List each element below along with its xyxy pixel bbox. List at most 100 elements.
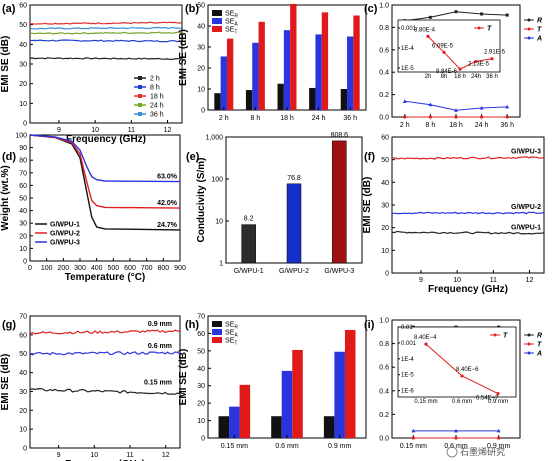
panel-h-legend-label: SER — [225, 322, 238, 331]
panel-i-point — [411, 428, 416, 433]
panel-e-xtick-label: G/WPU-2 — [279, 268, 309, 275]
panel-e-bar — [286, 183, 302, 264]
panel-a-xtick-label: 9 — [57, 127, 61, 134]
panel-c-inset-ytick-label: 1E-4 — [401, 46, 414, 52]
panel-i-legend-marker — [527, 351, 531, 355]
panel-h-xtick-label: 0.6 mm — [275, 443, 299, 450]
panel-a-ytick-label: 40 — [19, 42, 27, 49]
panel-c-legend-label: A — [536, 36, 542, 43]
panel-i-inset-point — [460, 374, 464, 378]
panel-i-inset-xtick-label: 0.6 mm — [452, 399, 472, 405]
panel-c-inset-xtick-label: 36 h — [486, 74, 498, 80]
panel-b-bar — [258, 21, 265, 110]
panel-i-inset-ytick-label: 1E-4 — [401, 357, 414, 363]
watermark-text: 石墨烯研究 — [460, 446, 505, 457]
panel-d-xtick-label: 200 — [57, 265, 69, 272]
panel-c-inset-xtick-label: 2h — [425, 74, 432, 80]
panel-b-xtick-label: 24 h — [312, 115, 326, 122]
panel-c-point — [505, 104, 510, 109]
panel-g-ytick-label: 70 — [19, 314, 27, 321]
panel-e-value-label: 8.2 — [244, 216, 254, 223]
panel-h-xtick-label: 0.9 mm — [328, 443, 352, 450]
panel-g-series-line — [29, 329, 181, 335]
panel-a-legend-label: 24 h — [150, 103, 164, 110]
panel-d-value-label: 24.7% — [157, 222, 178, 229]
panel-i-point — [454, 428, 458, 433]
panel-h-panel-label: (h) — [185, 319, 199, 331]
panel-c-inset-point — [426, 34, 430, 39]
panel-c-inset-value-label: 2.13E-5 — [468, 61, 490, 67]
panel-i-inset-value-label: 8.40E−4 — [414, 335, 437, 341]
panel-c-legend-label: R — [537, 18, 542, 25]
panel-c-point — [428, 115, 432, 119]
panel-c-inset-point — [474, 59, 478, 64]
panel-d-xtick-label: 800 — [157, 265, 169, 272]
panel-i-inset-xtick-label: 0.9 mm — [488, 399, 508, 405]
panel-d-xtick-label: 300 — [74, 265, 86, 272]
panel-b-bar — [226, 38, 234, 110]
panel-c-point — [428, 102, 433, 107]
panel-g-ytick-label: 40 — [19, 370, 27, 377]
panel-g-series-line — [29, 387, 181, 395]
panel-c-inset-legend-label: T — [487, 26, 492, 33]
panel-d-ytick-label: 90 — [19, 145, 27, 152]
panel-b-bar — [290, 3, 297, 111]
panel-e-panel-label: (e) — [186, 151, 200, 163]
panel-f-xtick-label: 11 — [490, 277, 497, 284]
panel-b-bar — [220, 56, 227, 110]
panel-g-series-label: 0.9 mm — [148, 321, 172, 328]
panel-c-legend-marker — [527, 18, 531, 22]
panel-d-xtick-label: 900 — [174, 265, 186, 272]
panel-g-xtick-label: 9 — [57, 452, 61, 459]
panel-b-bar — [315, 34, 322, 110]
panel-i-inset-value-label: 6.54E−7 — [476, 396, 499, 402]
panel-i-inset-legend-label: T — [503, 333, 508, 340]
panel-f-series-line — [391, 211, 545, 215]
panel-c-xtick-label: 24 h — [475, 122, 489, 129]
panel-c-inset-value-label: 2.91E-5 — [484, 50, 506, 56]
panel-c-legend-marker — [527, 27, 531, 31]
panel-h-bar — [281, 370, 293, 438]
panel-d-legend-label: G/WPU-2 — [50, 231, 80, 238]
panel-h-bar — [239, 384, 251, 438]
panel-d-panel-label: (d) — [2, 151, 16, 163]
panel-e-value-label: 76.8 — [287, 175, 301, 182]
panel-d-ytick-label: 50 — [19, 196, 27, 203]
panel-b-bar — [283, 30, 291, 111]
panel-b-ytick-label: 40 — [197, 24, 205, 31]
panel-i-inset-ytick-label: 1E-6 — [401, 389, 414, 395]
panel-d-ytick-label: 40 — [19, 208, 27, 215]
panel-a-legend-marker — [138, 103, 142, 107]
panel-c-inset-xtick-label: 8h — [441, 74, 448, 80]
panel-g-xtick-label: 10 — [90, 452, 98, 459]
panel-h-legend-swatch — [212, 329, 222, 335]
panel-g-series-label: 0.6 mm — [148, 343, 172, 350]
panel-h-ytick-label: 10 — [197, 418, 205, 425]
panel-h-ytick-label: 60 — [197, 331, 205, 338]
panel-h-bar — [292, 349, 303, 438]
panel-a-series-line — [29, 21, 183, 25]
panel-g-x-axis-label: Frequency (GHz) — [65, 459, 145, 461]
panel-i-point — [454, 436, 458, 440]
panel-b-bar — [340, 89, 348, 110]
panel-e-bar — [241, 224, 256, 264]
panel-i-ytick-label: 0.6 — [379, 365, 389, 372]
panel-d-ytick-label: 20 — [19, 233, 27, 240]
panel-i-ytick-label: 0.0 — [379, 436, 389, 443]
panel-c-point — [505, 13, 509, 17]
panel-b-xtick-label: 36 h — [343, 115, 357, 122]
panel-d-value-label: 42.0% — [157, 200, 178, 207]
panel-h-bar — [271, 416, 282, 438]
panel-h-bar — [334, 351, 345, 438]
panel-h-bar — [344, 329, 356, 438]
panel-c-inset-legend-marker — [477, 26, 481, 30]
panel-a-panel-label: (a) — [2, 3, 16, 15]
panel-a-y-axis-label: EMI SE (dB) — [0, 36, 11, 93]
panel-f-xtick-label: 9 — [419, 277, 423, 284]
panel-i-inset-ytick-label: 0.01 — [401, 325, 413, 331]
panel-c-inset-value-label: 8.84E-6 — [436, 69, 458, 75]
panel-i-inset-point — [496, 391, 500, 396]
panel-d-x-axis-label: Temperature (°C) — [65, 272, 146, 283]
panel-f-ytick-label: 50 — [381, 157, 389, 164]
panel-g-ytick-label: 0 — [23, 446, 27, 453]
